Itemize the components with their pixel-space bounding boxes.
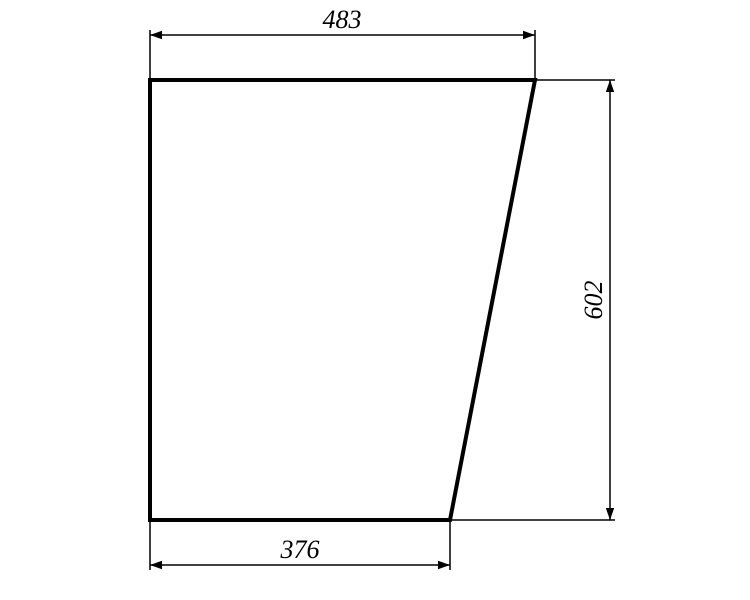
dimension-bottom-value: 376	[280, 535, 320, 564]
dimension-drawing: 483 376 602	[0, 0, 750, 600]
dimension-top: 483	[150, 5, 535, 80]
dimension-right-value: 602	[579, 281, 608, 320]
dimension-bottom: 376	[150, 520, 450, 570]
dimension-top-value: 483	[323, 5, 362, 34]
trapezoid-shape	[150, 80, 535, 520]
dimension-right: 602	[450, 80, 615, 520]
